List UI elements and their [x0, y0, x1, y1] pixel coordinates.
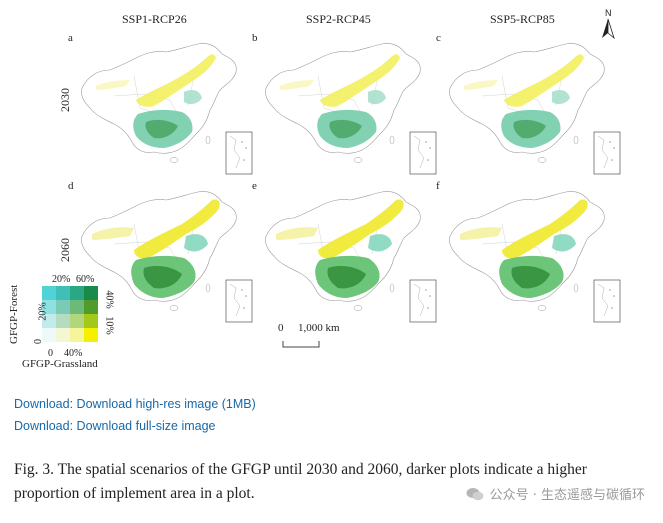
- panel-letter-e: e: [252, 180, 257, 192]
- figure-caption: Fig. 3. The spatial scenarios of the GFG…: [14, 461, 587, 502]
- panel-letter-a: a: [68, 32, 73, 44]
- legend-right-label-1: 40%: [103, 290, 115, 309]
- legend-cell: [84, 328, 98, 342]
- watermark: 公众号 · 生态遥感与碳循环: [466, 484, 645, 503]
- north-arrow-icon: N: [602, 8, 615, 40]
- scale-bar-line: [282, 341, 320, 348]
- download-links: Download: Download high-res image (1MB) …: [14, 397, 256, 441]
- legend-right-label-0: 10%: [103, 316, 115, 335]
- download-full-size-link[interactable]: Download: Download full-size image: [14, 419, 216, 433]
- legend-cell: [42, 300, 56, 314]
- scale-bar: 0 1,000 km: [278, 322, 358, 352]
- column-header-ssp1: SSP1-RCP26: [122, 12, 187, 26]
- legend-cell: [42, 314, 56, 328]
- bivariate-legend: 20% 60% 20% 0 40% 10% 0 40% GFGP-Forest …: [8, 272, 132, 372]
- legend-cell: [70, 328, 84, 342]
- legend-bottom-label-1: 40%: [64, 348, 83, 359]
- legend-bottom-label-0: 0: [48, 348, 53, 359]
- row-label-2030: 2030: [58, 88, 72, 112]
- map-panel-e: [258, 184, 440, 326]
- legend-cell: [42, 286, 56, 300]
- legend-top-label-1: 20%: [52, 274, 71, 285]
- map-panel-b: [258, 36, 440, 178]
- panel-letter-d: d: [68, 180, 74, 192]
- legend-x-axis-label: GFGP-Grassland: [22, 358, 98, 370]
- column-header-ssp5: SSP5-RCP85: [490, 12, 555, 26]
- legend-y-axis-label: GFGP-Forest: [8, 284, 20, 344]
- north-label: N: [605, 8, 612, 18]
- panel-letter-c: c: [436, 32, 441, 44]
- wechat-icon: [466, 487, 484, 500]
- figure: SSP1-RCP26 SSP2-RCP45 SSP5-RCP85 N 2030 …: [8, 8, 663, 372]
- map-panel-f: [442, 184, 624, 326]
- scale-zero-label: 0: [278, 322, 284, 334]
- legend-left-label-0: 0: [33, 339, 44, 344]
- legend-cell: [56, 300, 70, 314]
- legend-cell: [70, 314, 84, 328]
- watermark-text: 公众号 · 生态遥感与碳循环: [489, 488, 645, 503]
- legend-top-label-2: 60%: [76, 274, 95, 285]
- legend-cell: [56, 328, 70, 342]
- legend-cell: [84, 300, 98, 314]
- legend-grid: [42, 286, 98, 342]
- legend-cell: [84, 286, 98, 300]
- legend-cell: [84, 314, 98, 328]
- map-panel-c: [442, 36, 624, 178]
- row-label-2060: 2060: [58, 238, 72, 262]
- legend-cell: [42, 328, 56, 342]
- legend-cell: [56, 314, 70, 328]
- legend-left-label-1: 20%: [37, 302, 49, 321]
- panel-letter-b: b: [252, 32, 258, 44]
- map-panel-a: [74, 36, 256, 178]
- scale-distance-label: 1,000 km: [298, 322, 340, 334]
- legend-cell: [70, 300, 84, 314]
- column-header-ssp2: SSP2-RCP45: [306, 12, 371, 26]
- legend-cell: [70, 286, 84, 300]
- panel-letter-f: f: [436, 180, 440, 192]
- download-high-res-link[interactable]: Download: Download high-res image (1MB): [14, 397, 256, 411]
- legend-cell: [56, 286, 70, 300]
